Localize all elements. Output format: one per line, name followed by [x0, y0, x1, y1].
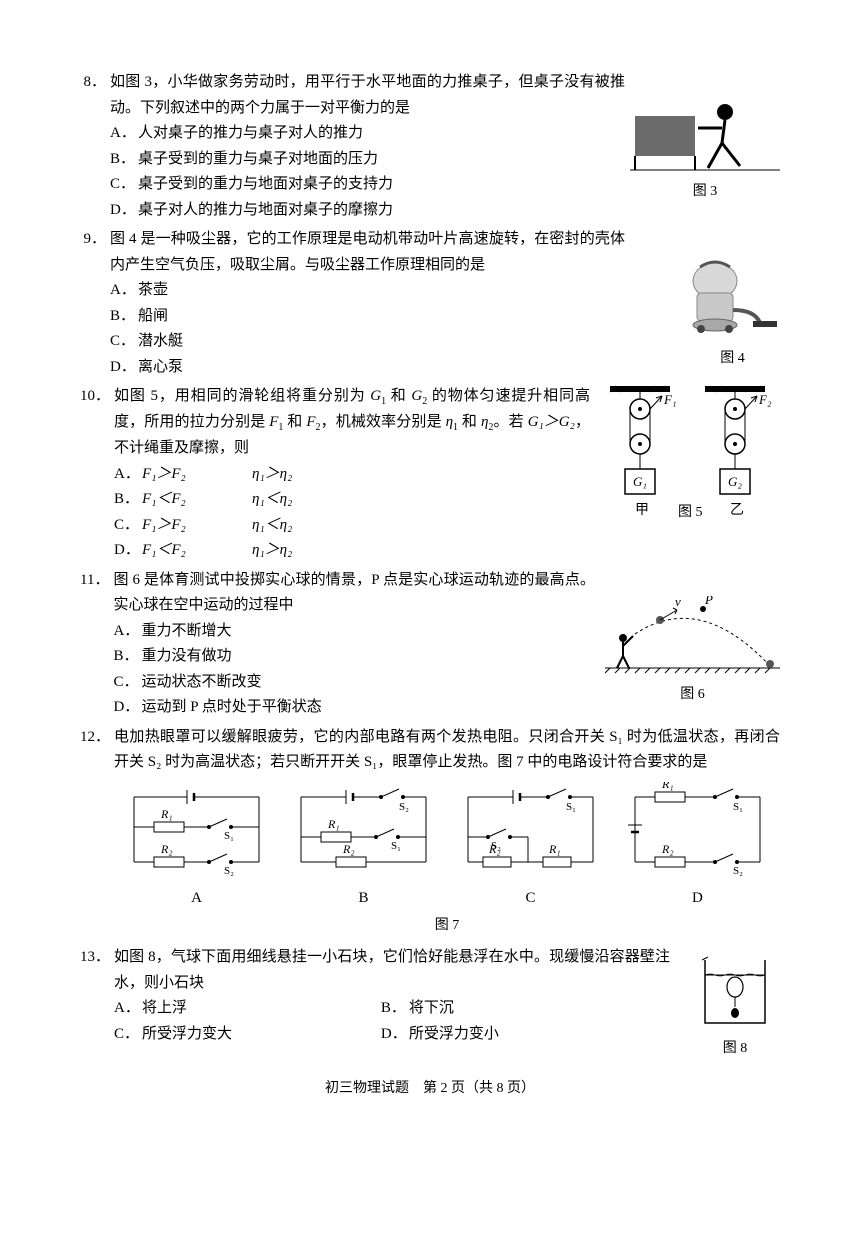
svg-text:S₂: S₂	[224, 865, 234, 877]
question-body: 如图 8，气球下面用细线悬挂一小石块，它们恰好能悬浮在水中。现缓慢沿容器壁注水，…	[114, 945, 780, 1047]
circuit-label: D	[620, 886, 775, 912]
circuit-b: S₂ R₁ S₁ R₂	[286, 782, 441, 912]
svg-text:R₁: R₁	[661, 782, 674, 791]
svg-text:甲: 甲	[635, 503, 649, 518]
question-body: 图 6 是体育测试中投掷实心球的情景，P 点是实心球运动轨迹的最高点。实心球在空…	[113, 568, 780, 721]
figure-4: 图 4	[685, 255, 780, 371]
option-b: B．将下沉	[381, 996, 648, 1022]
question-10: 10． 如图 5，用相同的滑轮组将重分别为 G1 和 G2 的物体匀速提升相同高…	[80, 384, 780, 564]
svg-text:R₂: R₂	[488, 842, 501, 856]
fig-caption: 图 3	[630, 180, 780, 204]
fig-caption: 图 4	[685, 347, 780, 371]
question-body: 如图 3，小华做家务劳动时，用平行于水平地面的力推桌子，但桌子没有被推动。下列叙…	[110, 70, 780, 223]
svg-text:F₁: F₁	[663, 392, 676, 407]
question-number: 9．	[80, 227, 110, 380]
figure-8: 图 8	[690, 945, 780, 1061]
figure-3: 图 3	[630, 98, 780, 204]
circuit-c: S₁ S₂ R₂	[453, 782, 608, 912]
svg-text:S₁: S₁	[391, 840, 401, 852]
figure-6: v P 图 6	[605, 596, 780, 707]
option-c: C．潜水艇	[110, 329, 780, 355]
svg-text:S₁: S₁	[224, 830, 234, 842]
option-d: D．所受浮力变小	[381, 1022, 648, 1048]
circuit-label: B	[286, 886, 441, 912]
svg-text:R₁: R₁	[160, 807, 173, 821]
option-d: D．F₁＜F₂η₁＞η₂	[114, 538, 780, 564]
question-11: 11． 图 6 是体育测试中投掷实心球的情景，P 点是实心球运动轨迹的最高点。实…	[80, 568, 780, 721]
fig-caption: 图 8	[690, 1037, 780, 1061]
question-number: 13．	[80, 945, 114, 1047]
question-number: 8．	[80, 70, 110, 223]
fig-caption: 图 6	[605, 683, 780, 707]
svg-text:v: v	[675, 596, 681, 609]
option-c: C．所受浮力变大	[114, 1022, 381, 1048]
circuit-label: C	[453, 886, 608, 912]
question-text: 图 4 是一种吸尘器，它的工作原理是电动机带动叶片高速旋转，在密封的壳体内产生空…	[110, 227, 780, 278]
svg-text:R₂: R₂	[342, 842, 355, 856]
circuits-container: R₁ S₁ R₂ S₂	[114, 782, 780, 912]
question-text: 如图 8，气球下面用细线悬挂一小石块，它们恰好能悬浮在水中。现缓慢沿容器壁注水，…	[114, 945, 780, 996]
svg-text:G₁: G₁	[633, 474, 647, 489]
question-number: 11．	[80, 568, 113, 721]
question-number: 12．	[80, 725, 114, 938]
svg-text:S₁: S₁	[566, 801, 576, 813]
svg-text:F₂: F₂	[758, 392, 772, 407]
svg-text:乙: 乙	[730, 502, 744, 518]
question-body: 如图 5，用相同的滑轮组将重分别为 G1 和 G2 的物体匀速提升相同高度，所用…	[114, 384, 780, 564]
question-number: 10．	[80, 384, 114, 564]
svg-text:R₁: R₁	[327, 817, 340, 831]
option-a: A．将上浮	[114, 996, 381, 1022]
svg-text:S₂: S₂	[733, 865, 743, 877]
circuit-label: A	[119, 886, 274, 912]
question-text: 电加热眼罩可以缓解眼疲劳，它的内部电路有两个发热电阻。只闭合开关 S₁ 时为低温…	[114, 725, 780, 776]
option-d: D．离心泵	[110, 355, 780, 381]
option-b: B．船闸	[110, 304, 780, 330]
circuit-a: R₁ S₁ R₂ S₂	[119, 782, 274, 912]
question-8: 8． 如图 3，小华做家务劳动时，用平行于水平地面的力推桌子，但桌子没有被推动。…	[80, 70, 780, 223]
question-9: 9． 图 4 是一种吸尘器，它的工作原理是电动机带动叶片高速旋转，在密封的壳体内…	[80, 227, 780, 380]
svg-text:图 5: 图 5	[678, 505, 703, 520]
options: A．将上浮 B．将下沉 C．所受浮力变大 D．所受浮力变小	[114, 996, 780, 1047]
question-body: 电加热眼罩可以缓解眼疲劳，它的内部电路有两个发热电阻。只闭合开关 S₁ 时为低温…	[114, 725, 780, 938]
svg-text:G₂: G₂	[728, 474, 742, 489]
svg-text:S₁: S₁	[733, 801, 743, 813]
svg-text:R₂: R₂	[160, 842, 173, 856]
option-a: A．茶壶	[110, 278, 780, 304]
svg-text:S₂: S₂	[399, 801, 409, 813]
svg-text:R₁: R₁	[548, 842, 561, 856]
question-13: 13． 如图 8，气球下面用细线悬挂一小石块，它们恰好能悬浮在水中。现缓慢沿容器…	[80, 945, 780, 1047]
figure-5: F₁ G₁ 甲 F₂	[600, 384, 780, 534]
options: A．茶壶 B．船闸 C．潜水艇 D．离心泵	[110, 278, 780, 380]
circuit-d: R₁ S₁ R₂	[620, 782, 775, 912]
svg-text:R₂: R₂	[661, 842, 674, 856]
page-footer: 初三物理试题 第 2 页（共 8 页）	[80, 1077, 780, 1101]
question-12: 12． 电加热眼罩可以缓解眼疲劳，它的内部电路有两个发热电阻。只闭合开关 S₁ …	[80, 725, 780, 938]
svg-text:P: P	[704, 596, 713, 607]
question-body: 图 4 是一种吸尘器，它的工作原理是电动机带动叶片高速旋转，在密封的壳体内产生空…	[110, 227, 780, 380]
fig-caption: 图 7	[114, 914, 780, 938]
